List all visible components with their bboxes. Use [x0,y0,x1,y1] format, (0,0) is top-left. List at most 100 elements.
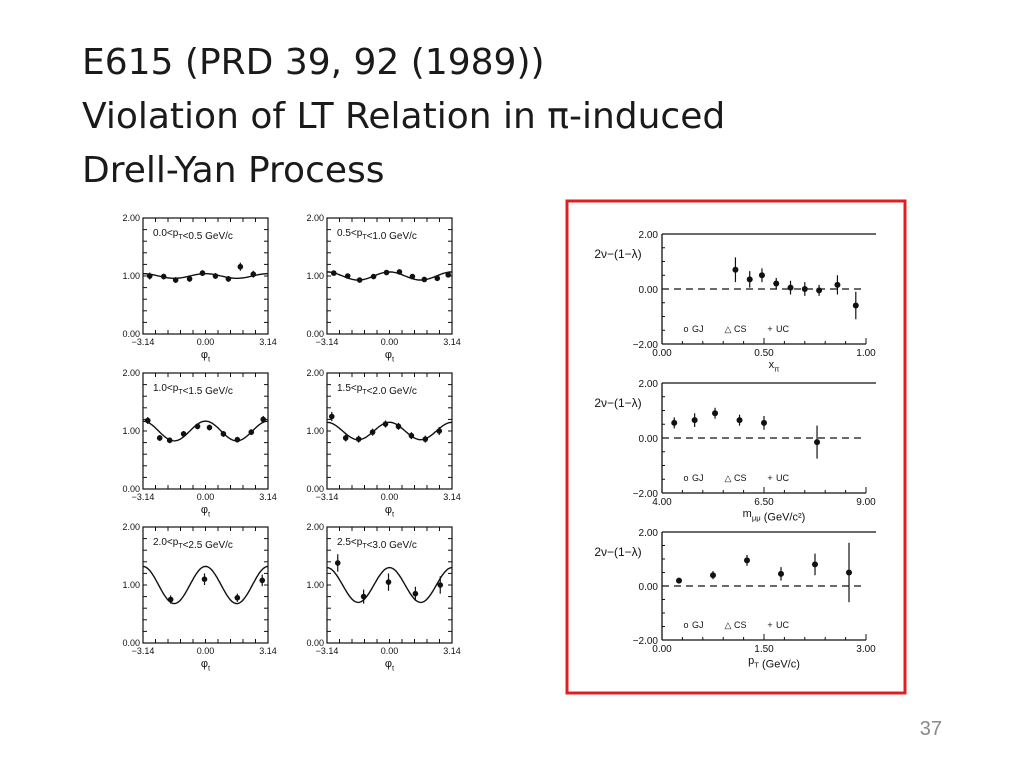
y-tick-label: 1.00 [122,271,140,281]
data-point [445,272,452,278]
data-point [194,423,201,430]
data-point [396,269,403,275]
x-axis-label: mμμ (GeV/c²) [743,508,806,523]
y-tick-label: 1.00 [306,580,324,590]
x-axis-label: φt [385,658,395,672]
x-tick-label: −3.14 [132,646,155,656]
y-tick-label: 0.00 [306,638,324,648]
x-tick-label: 3.14 [259,646,277,656]
x-tick-label: 0.00 [197,337,215,347]
data-point [437,582,444,588]
y-tick-label: 0.00 [122,638,140,648]
data-point [199,270,206,276]
data-point [736,417,743,424]
data-point [144,417,151,424]
fit-curve [142,420,269,442]
data-point [334,560,341,566]
data-point [422,436,429,442]
data-point [761,419,767,426]
x-axis-label: φt [201,504,211,518]
data-point [344,273,351,279]
data-point [328,413,335,420]
data-point [412,590,419,597]
data-point [434,275,441,282]
y-tick-label: −2.00 [633,489,659,500]
x-tick-label: 0.00 [381,646,399,656]
panel-title: 1.0<pT<1.5 GeV/c [153,383,233,397]
data-point [259,577,266,584]
x-tick-label: 3.14 [259,337,277,347]
data-point [801,286,808,292]
legend-label: GJ [692,473,704,483]
data-point [732,266,739,273]
data-point [186,276,193,282]
legend-marker: + [767,620,772,630]
legend-marker: △ [725,620,732,630]
data-point [166,437,173,444]
data-point [773,280,780,287]
data-point [156,435,163,441]
y-tick-label: 2.00 [306,522,324,532]
y-tick-label: 0.00 [639,434,659,445]
y-tick-label: 2.00 [639,528,659,539]
x-axis-label: pT (GeV/c) [748,655,800,670]
legend-label: CS [734,620,747,630]
data-point [369,429,376,435]
data-point [220,431,227,437]
x-tick-label: −3.14 [316,646,339,656]
lt-panel-2: −2.00 0.00 2.00 4.00 6.50 9.00 2ν−(1−λ) mμμ (Ge… [594,379,876,523]
data-point [248,429,255,435]
fit-curve [326,421,453,441]
x-tick-label: 3.14 [443,492,461,502]
slide-title: E615 (PRD 39, 92 (1989)) Violation of LT… [82,36,962,198]
data-point [787,284,794,291]
panel-title: 0.5<pT<1.0 GeV/c [337,228,417,242]
title-line-2: Violation of LT Relation in π-induced [82,96,726,137]
data-point [671,419,678,426]
panel-title: 1.5<pT<2.0 GeV/c [337,383,417,397]
x-tick-label: 0.00 [197,492,215,502]
data-point [710,572,716,579]
data-point [846,569,852,576]
data-point [250,271,257,278]
x-tick-label: 3.14 [443,337,461,347]
x-tick-label: 0.00 [652,348,672,359]
data-point [408,432,415,439]
panel-title: 2.5<pT<3.0 GeV/c [337,537,417,551]
x-tick-label: 1.50 [754,644,774,655]
fit-curve [326,566,453,604]
legend-marker: o [683,473,688,483]
y-tick-label: 2.00 [639,379,659,390]
x-tick-label: 0.00 [197,646,215,656]
data-point [206,424,213,431]
highlight-box [565,199,907,695]
data-point [758,272,765,279]
data-point [160,273,167,280]
y-tick-label: 2.00 [122,368,140,378]
data-point [385,579,392,585]
data-point [172,277,179,283]
y-tick-label: 2.00 [122,522,140,532]
y-tick-label: 0.00 [639,582,659,593]
data-point [342,435,349,441]
y-tick-label: 1.00 [122,580,140,590]
legend-label: UC [776,620,789,630]
legend-marker: o [683,324,688,334]
legend-label: UC [776,324,789,334]
data-point [260,416,267,423]
y-axis-label: 2ν−(1−λ) [594,545,641,559]
data-point [330,270,337,276]
legend-label: GJ [692,620,704,630]
x-tick-label: 9.00 [856,497,876,508]
y-tick-label: 0.00 [122,329,140,339]
x-tick-label: −3.14 [316,337,339,347]
x-tick-label: 4.00 [652,497,672,508]
data-point [778,570,784,577]
data-point [201,576,208,582]
y-tick-label: 2.00 [306,213,324,223]
